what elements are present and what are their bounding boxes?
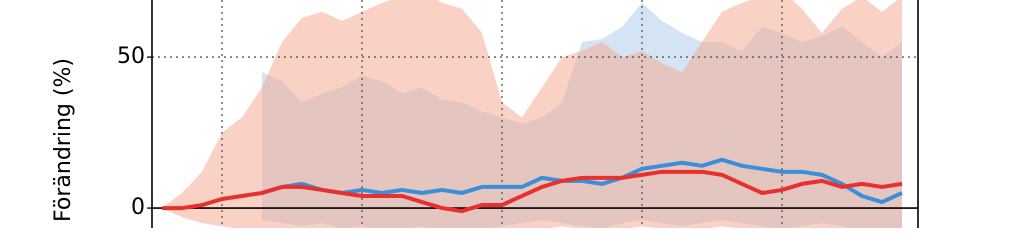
y-tick-label: 50 (117, 44, 145, 69)
series-line (162, 169, 903, 214)
y-axis-label: Förändring (%) (51, 58, 76, 222)
confidence-band (162, 0, 902, 228)
series-line (261, 157, 903, 205)
y-tick-label: 0 (131, 195, 145, 220)
chart: Förändring (%) 0 50 (51, 0, 919, 228)
